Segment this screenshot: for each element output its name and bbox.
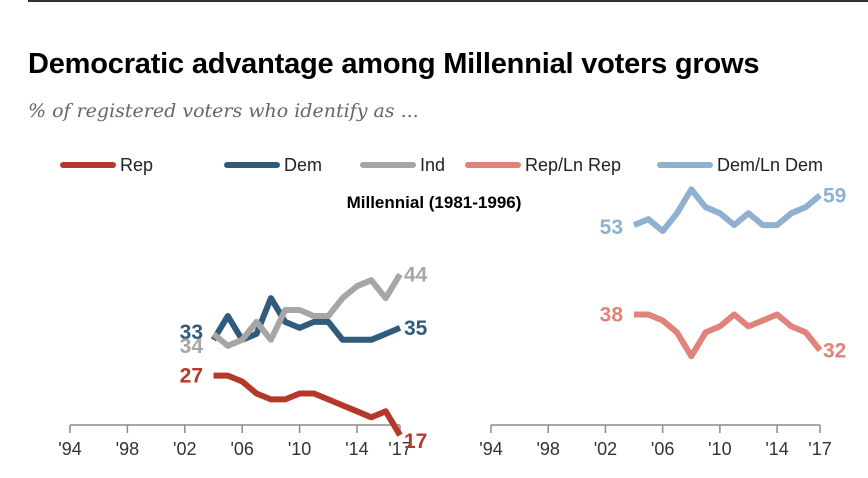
x-tick-label: '06 — [651, 439, 674, 459]
legend-label-rep: Rep — [120, 154, 154, 175]
x-tick-label: '17 — [388, 439, 411, 459]
legend-item-dem-ln-dem: Dem/Ln Dem — [657, 152, 823, 178]
end-label-ind: 44 — [404, 263, 428, 286]
start-label-dem-ln-dem: 53 — [600, 216, 623, 239]
x-tick-label: '02 — [173, 439, 196, 459]
start-label-ind: 34 — [180, 335, 204, 358]
legend-label-dem: Dem — [284, 154, 323, 175]
start-label-rep-ln-rep: 38 — [600, 304, 624, 327]
legend-label-dem-ln-dem: Dem/Ln Dem — [717, 154, 824, 175]
panel-title: Millennial (1981-1996) — [346, 193, 522, 212]
start-label-dem: 33 — [180, 321, 203, 344]
series-line-rep-ln-rep — [634, 311, 823, 360]
series-line-dem-ln-dem — [632, 186, 822, 235]
legend: Rep Dem Ind Rep/Ln Rep Dem/Ln Dem — [60, 152, 860, 178]
legend-item-rep: Rep — [60, 152, 153, 178]
legend-swatch-dem — [224, 162, 280, 168]
chart-title: Democratic advantage among Millennial vo… — [28, 48, 760, 80]
x-tick-label: '06 — [230, 439, 253, 459]
x-tick-label: '02 — [594, 439, 617, 459]
chart-subtitle: % of registered voters who identify as .… — [28, 100, 419, 122]
series-line-dem — [210, 295, 402, 343]
series-line-rep — [213, 372, 403, 437]
legend-swatch-rep-ln-rep — [465, 162, 521, 168]
legend-item-ind: Ind — [360, 152, 445, 178]
end-label-dem: 35 — [404, 317, 428, 340]
x-tick-label: '10 — [708, 439, 731, 459]
end-label-rep-ln-rep: 32 — [823, 339, 846, 362]
legend-label-ind: Ind — [420, 154, 446, 175]
x-tick-label: '98 — [116, 439, 139, 459]
series-line-ind — [211, 272, 403, 349]
legend-swatch-rep — [60, 162, 116, 168]
top-rule — [28, 0, 868, 2]
x-tick-label: '98 — [536, 439, 559, 459]
end-label-rep: 17 — [404, 430, 427, 453]
x-tick-label: '94 — [479, 439, 502, 459]
end-label-dem-ln-dem: 59 — [823, 184, 846, 207]
x-tick-label: '17 — [808, 439, 831, 459]
legend-label-rep-ln-rep: Rep/Ln Rep — [525, 154, 622, 175]
x-tick-label: '10 — [288, 439, 311, 459]
x-tick-label: '94 — [58, 439, 81, 459]
legend-swatch-ind — [360, 162, 416, 168]
start-label-rep: 27 — [180, 365, 203, 388]
legend-item-dem: Dem — [224, 152, 322, 178]
x-tick-label: '14 — [765, 439, 788, 459]
legend-swatch-dem-ln-dem — [657, 162, 713, 168]
legend-item-rep-ln-rep: Rep/Ln Rep — [465, 152, 621, 178]
x-tick-label: '14 — [345, 439, 368, 459]
